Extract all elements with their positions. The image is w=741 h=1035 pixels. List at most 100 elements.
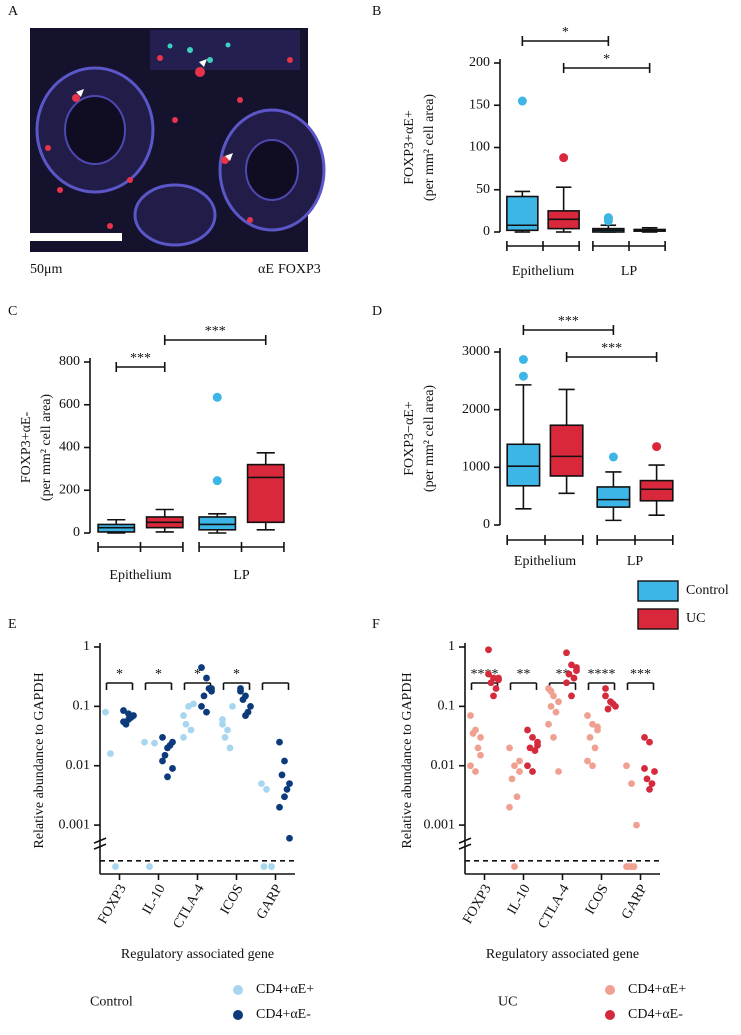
data-point [224, 726, 231, 734]
data-point [187, 726, 195, 734]
data-point [258, 780, 265, 787]
y-tick-label: 150 [469, 97, 490, 112]
data-point [281, 757, 288, 765]
outlier [518, 354, 528, 364]
data-point [516, 757, 523, 765]
significance-label: *** [558, 314, 579, 329]
data-point [568, 692, 575, 700]
data-point [198, 702, 205, 710]
y-tick-label: 400 [59, 440, 80, 455]
outlier [603, 213, 613, 223]
y-tick-label: 2000 [462, 402, 490, 417]
y-tick-label: 1 [448, 639, 455, 654]
data-point [552, 708, 560, 716]
data-point [513, 793, 521, 801]
box [549, 424, 584, 477]
data-point [641, 734, 648, 741]
data-point [524, 726, 531, 734]
y-tick-label: 0 [73, 525, 80, 540]
data-point [511, 863, 518, 870]
y-axis-label: FOXP3+αE+ [402, 110, 417, 185]
data-point [237, 687, 244, 695]
significance-label: * [116, 667, 123, 682]
y-axis-label: Relative abundance to GAPDH [32, 672, 47, 848]
data-point [495, 674, 502, 682]
data-point [286, 834, 293, 842]
x-tick-label: LP [627, 554, 644, 569]
box [198, 516, 237, 531]
data-point [125, 710, 132, 718]
y-axis-label: FOXP3+αE- [19, 412, 34, 484]
box [596, 486, 631, 508]
data-point [547, 687, 555, 695]
data-point [169, 765, 176, 772]
y-axis-label: Relative abundance to GAPDH [400, 672, 415, 848]
data-point [602, 692, 609, 700]
data-point [469, 730, 477, 737]
data-point [120, 707, 127, 714]
legend-title: Control [90, 995, 133, 1010]
data-point [506, 803, 513, 811]
legend-marker [605, 985, 615, 995]
data-point [467, 712, 474, 719]
data-point [584, 757, 591, 765]
x-tick-label: LP [233, 568, 250, 583]
x-tick-label: ICOS [583, 882, 612, 917]
data-point [219, 716, 226, 723]
y-tick-label: 0.1 [438, 699, 456, 714]
data-point [276, 803, 283, 811]
data-point [159, 734, 166, 741]
x-tick-label: Epithelium [109, 568, 171, 583]
y-tick-label: 0.001 [424, 817, 456, 832]
y-tick-label: 0 [483, 517, 490, 532]
y-tick-label: 0.01 [66, 758, 91, 773]
data-point [609, 700, 617, 708]
significance-label: *** [630, 667, 651, 682]
x-tick-label: CTLA-4 [536, 882, 573, 931]
panel-label: D [372, 304, 382, 319]
data-point [260, 863, 268, 870]
data-point [623, 762, 630, 770]
outlier [652, 442, 662, 452]
data-point [594, 723, 601, 731]
data-point [477, 751, 484, 759]
significance-label: *** [130, 351, 151, 366]
data-point [547, 702, 555, 710]
y-tick-label: 0.1 [73, 699, 91, 714]
significance-label: * [603, 52, 610, 67]
data-point [506, 744, 513, 752]
data-point [107, 750, 114, 758]
data-point [646, 785, 653, 793]
panel-label: C [8, 304, 17, 319]
data-point [239, 696, 247, 703]
panel-label: A [8, 4, 19, 19]
data-point [190, 700, 197, 708]
data-point [182, 720, 190, 728]
data-point [146, 863, 153, 870]
data-point [203, 674, 210, 682]
data-point [586, 734, 594, 741]
x-tick-label: FOXP3 [95, 882, 129, 927]
significance-label: ** [556, 667, 570, 682]
legend-marker [605, 1010, 615, 1020]
box [639, 479, 674, 502]
significance-label: ** [517, 667, 531, 682]
data-point [263, 785, 270, 793]
y-tick-label: 100 [469, 140, 490, 155]
legend-label: UC [686, 611, 705, 626]
data-point [485, 646, 492, 654]
data-point [151, 739, 158, 747]
data-point [628, 863, 635, 870]
data-point [529, 768, 536, 775]
x-tick-label: Epithelium [512, 264, 574, 279]
data-point [555, 768, 562, 775]
panel-label: F [372, 617, 380, 632]
x-tick-label: ICOS [218, 882, 247, 917]
data-point [492, 685, 500, 692]
significance-label: *** [205, 324, 226, 339]
x-tick-label: LP [621, 264, 638, 279]
outlier [212, 476, 222, 486]
y-tick-label: 1000 [462, 460, 490, 475]
legend-label: CD4+αE+ [628, 982, 686, 997]
significance-label: * [233, 667, 240, 682]
